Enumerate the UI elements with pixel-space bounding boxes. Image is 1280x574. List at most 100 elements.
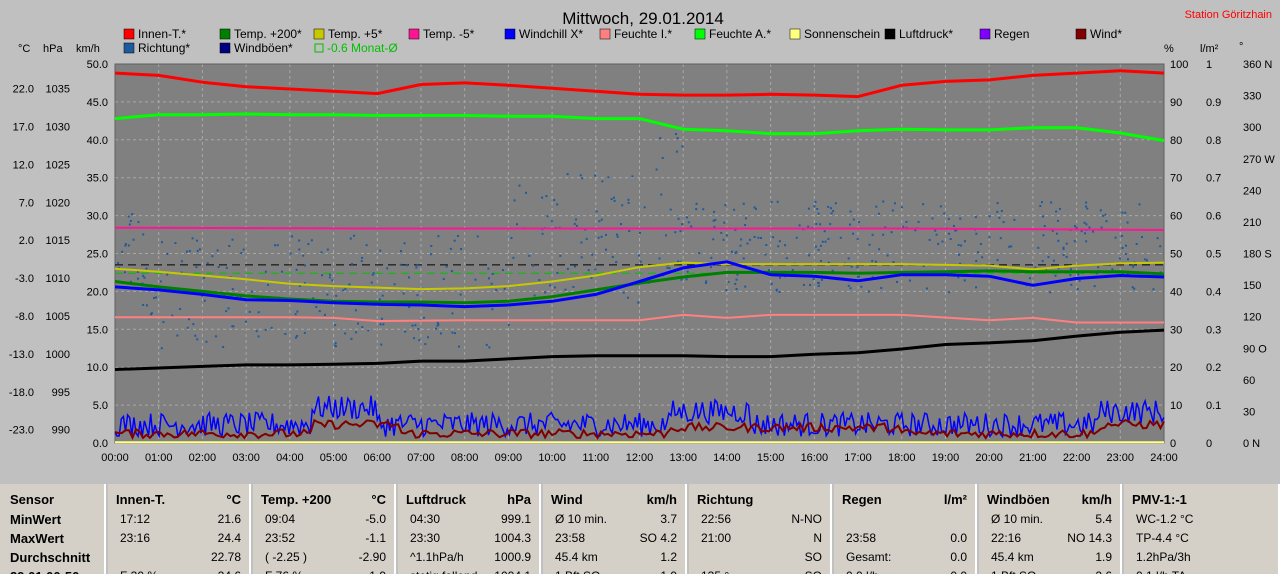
row-label: 29.01 00:50 [0,567,104,574]
x-tick: 07:00 [407,452,435,464]
direction-dot [326,293,329,296]
direction-dot [342,289,345,292]
stats-cell-value: 1.9 [1095,550,1112,564]
direction-dot [450,270,453,273]
direction-dot [612,196,615,199]
x-tick: 22:00 [1063,452,1091,464]
direction-dot [757,236,760,239]
legend-swatch [504,28,516,40]
direction-dot [643,206,646,209]
stats-cell-label: 135 ° [701,569,729,574]
stats-cell-value: SO 4.2 [639,531,677,545]
stats-column: PMV-1:-1 WC-1.2 °C TP-4.4 °C 1.2hPa/3h 0.1 l… [1124,484,1280,574]
direction-dot [681,145,684,148]
deg-tick: 300 [1243,122,1261,134]
direction-dot [291,235,294,238]
direction-dot [408,276,411,279]
stats-cell-value: 1.9 [660,569,677,574]
direction-dot [556,271,559,274]
direction-dot [1055,232,1058,235]
direction-dot [318,310,321,313]
direction-dot [850,265,853,268]
direction-dot [1070,283,1073,286]
direction-dot [815,222,818,225]
direction-dot [127,215,130,218]
direction-dot [1124,211,1127,214]
direction-dot [436,324,439,327]
x-tick: 03:00 [232,452,260,464]
direction-dot [380,343,383,346]
column-title: PMV-1:-1 [1132,492,1187,507]
direction-dot [365,244,368,247]
direction-dot [1101,214,1104,217]
axis-unit-lm2: l/m² [1200,43,1219,55]
temp-tick: 7.0 [19,197,34,209]
direction-dot [1065,255,1068,258]
direction-dot [677,260,680,263]
direction-dot [379,323,382,326]
direction-dot [616,233,619,236]
stats-column: Temp. +200 °C 09:04 -5.0 23:52 -1.1 ( -2.25 ) -… [253,484,396,574]
direction-dot [382,323,385,326]
direction-dot [817,282,820,285]
direction-dot [1095,272,1098,275]
column-header: Windböen km/h [979,490,1120,508]
stats-cell-label: 0.1 l/h TA [1136,569,1186,574]
stats-row: 23:58 SO 4.2 [543,529,685,547]
deg-tick: 30 [1243,406,1255,418]
stats-cell-label: Ø 10 min. [991,512,1044,526]
direction-dot [902,225,905,228]
direction-dot [777,245,780,248]
stats-cell-label: 23:52 [265,531,296,545]
direction-dot [445,265,448,268]
direction-dot [949,237,952,240]
legend-swatch [123,42,135,54]
direction-dot [251,290,254,293]
direction-dot [1075,226,1078,229]
direction-dot [720,231,723,234]
lm2-tick: 0.7 [1206,173,1221,185]
direction-dot [205,340,208,343]
direction-dot [785,257,788,260]
stats-cell-label: 1.2hPa/3h [1136,550,1191,564]
direction-dot [957,276,960,279]
direction-dot [604,233,607,236]
direction-dot [180,260,183,263]
direction-dot [1041,215,1044,218]
direction-dot [195,266,198,269]
direction-dot [1049,291,1052,294]
direction-dot [553,199,556,202]
direction-dot [730,250,733,253]
direction-dot [176,334,179,337]
direction-dot [349,237,352,240]
direction-dot [814,200,817,203]
direction-dot [429,253,432,256]
direction-dot [459,293,462,296]
temp-tick: 12.0 [13,159,34,171]
direction-dot [453,239,456,242]
direction-dot [744,285,747,288]
weather-chart: Mittwoch, 29.01.2014 Station Göritzhain … [8,9,1276,464]
direction-dot [1084,205,1087,208]
direction-dot [1040,201,1043,204]
stats-cell-value: 21.6 [217,512,241,526]
direction-dot [886,254,889,257]
direction-dot [829,223,832,226]
direction-dot [580,241,583,244]
direction-dot [1140,236,1143,239]
deg-tick: 60 [1243,375,1255,387]
direction-dot [451,312,454,315]
hpa-tick: 995 [52,387,70,399]
direction-dot [639,264,642,267]
direction-dot [518,184,521,187]
direction-dot [160,241,163,244]
direction-dot [1058,207,1061,210]
row-label-text: 29.01 00:50 [10,569,79,574]
legend-swatch [884,28,896,40]
direction-dot [154,296,157,299]
direction-dot [379,249,382,252]
direction-dot [1159,245,1162,248]
x-tick: 11:00 [582,452,609,464]
stats-cell-label: 23:58 [846,531,877,545]
direction-dot [1052,259,1055,262]
